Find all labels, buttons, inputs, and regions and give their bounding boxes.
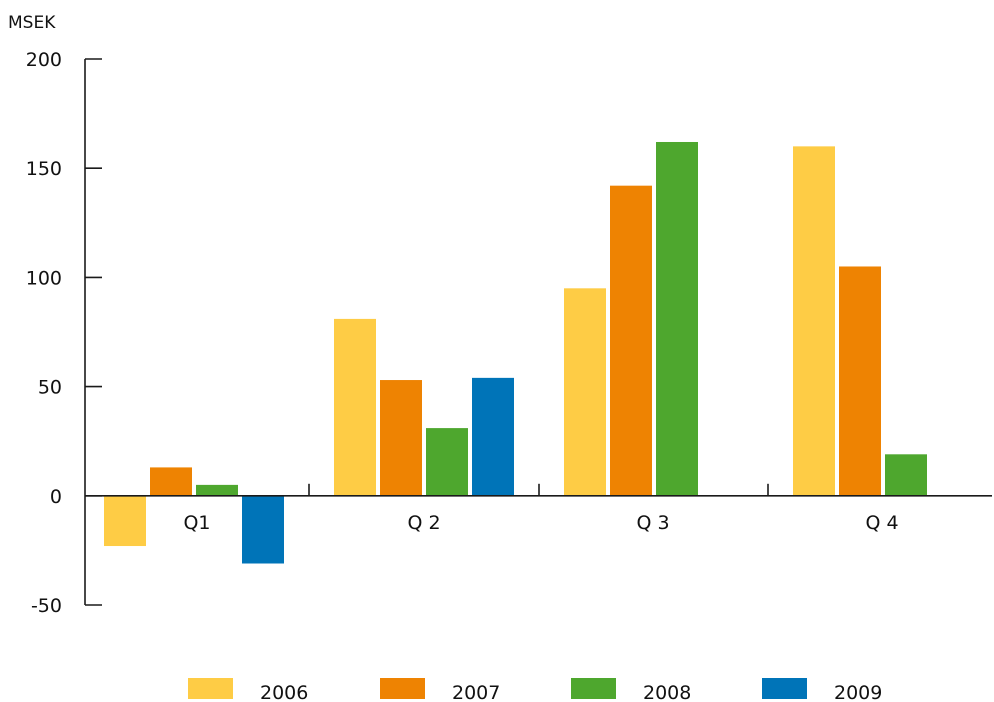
- y-tick-label: 50: [38, 377, 62, 399]
- legend-swatch-2006: [188, 678, 233, 699]
- legend-swatch-2007: [380, 678, 425, 699]
- bar-2008-3: [885, 454, 927, 496]
- y-tick-label: 0: [50, 486, 62, 508]
- legend-swatch-2008: [571, 678, 616, 699]
- y-tick-label: 100: [26, 267, 62, 289]
- legend-label-2007: 2007: [452, 682, 500, 702]
- category-label: Q1: [183, 512, 210, 534]
- category-label: Q 3: [636, 512, 669, 534]
- y-tick-label: 200: [26, 49, 62, 71]
- x-axis: Q1 Q 2 Q 3 Q 4: [85, 483, 992, 534]
- y-axis: -50 0 50 100 150 200: [26, 49, 102, 617]
- category-label: Q 2: [407, 512, 440, 534]
- bar-2008-0: [196, 484, 238, 496]
- legend-swatch-2009: [762, 678, 807, 699]
- bar-2006-2: [564, 288, 606, 496]
- category-label: Q 4: [865, 512, 898, 534]
- legend-label-2009: 2009: [834, 682, 882, 702]
- legend: 2006 2007 2008 2009: [188, 678, 882, 702]
- bar-2007-3: [839, 266, 881, 496]
- legend-label-2006: 2006: [260, 682, 308, 702]
- bar-2006-3: [793, 146, 835, 496]
- bar-2009-0: [242, 495, 284, 564]
- y-tick-label: 150: [26, 158, 62, 180]
- bar-2007-0: [150, 467, 192, 496]
- bar-2008-1: [426, 428, 468, 496]
- bar-2008-2: [656, 141, 698, 496]
- bars: [104, 141, 927, 564]
- bar-2006-1: [334, 318, 376, 496]
- legend-label-2008: 2008: [643, 682, 691, 702]
- bar-2009-1: [472, 377, 514, 496]
- bar-2006-0: [104, 495, 146, 547]
- y-tick-label: -50: [31, 595, 62, 617]
- bar-2007-2: [610, 185, 652, 496]
- y-unit-label: MSEK: [8, 13, 56, 33]
- bar-2007-1: [380, 380, 422, 496]
